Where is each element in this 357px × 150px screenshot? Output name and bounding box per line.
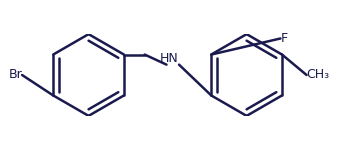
Text: F: F (280, 32, 287, 45)
Text: CH₃: CH₃ (307, 69, 330, 81)
Text: HN: HN (160, 52, 178, 65)
Text: Br: Br (8, 69, 22, 81)
